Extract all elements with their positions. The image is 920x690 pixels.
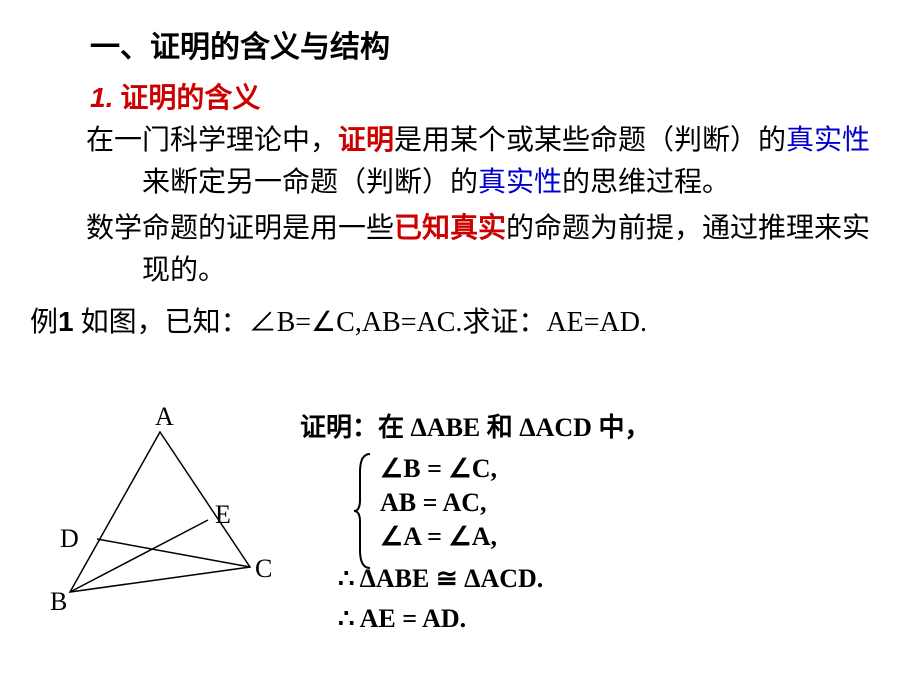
- therefore-2: ∴ AE = AD.: [338, 602, 650, 636]
- left-brace-icon: [352, 452, 376, 570]
- example-num: 1: [58, 306, 74, 337]
- diagram-svg: [30, 412, 290, 612]
- tri-acd: ΔACD: [519, 413, 592, 442]
- label-b: B: [50, 587, 67, 617]
- proof-and: 和: [480, 413, 519, 442]
- p1-blue2: 真实性: [478, 167, 562, 198]
- paragraph-2: 数学命题的证明是用一些已知真实的命题为前提，通过推理来实现的。: [30, 206, 890, 294]
- cond-3: ∠A = ∠A,: [380, 520, 650, 554]
- example-label: 例: [30, 307, 58, 338]
- p1-tail: 的思维过程。: [562, 167, 730, 198]
- label-e: E: [215, 500, 231, 530]
- cond-1: ∠B = ∠C,: [380, 452, 650, 486]
- proof-pre: 证明：在: [300, 413, 411, 442]
- example-body: 如图，已知：∠B=∠C,AB=AC.求证：AE=AD.: [74, 307, 647, 338]
- brace-conditions: ∠B = ∠C, AB = AC, ∠A = ∠A,: [360, 452, 650, 554]
- example-line: 例1 如图，已知：∠B=∠C,AB=AC.求证：AE=AD.: [30, 298, 890, 342]
- paragraph-1: 在一门科学理论中，证明是用某个或某些命题（判断）的真实性来断定另一命题（判断）的…: [30, 118, 890, 206]
- proof-post: 中，: [592, 413, 651, 442]
- label-c: C: [255, 554, 272, 584]
- section-title: 一、证明的含义与结构: [90, 20, 890, 68]
- sub-heading: 1. 证明的含义: [90, 74, 890, 118]
- triangle-diagram: A B C D E: [30, 412, 290, 612]
- p1-mid1: 是用某个或某些命题（判断）的: [394, 125, 786, 156]
- p1-mid2: 来断定另一命题（判断）的: [142, 167, 478, 198]
- sub-title: 证明的含义: [120, 83, 260, 114]
- p1-pre: 在一门科学理论中，: [86, 125, 338, 156]
- p1-key: 证明: [338, 125, 394, 156]
- tri-abe: ΔABE: [411, 413, 481, 442]
- proof-line-1: 证明：在 ΔABE 和 ΔACD 中，: [300, 405, 650, 446]
- proof-block: 证明：在 ΔABE 和 ΔACD 中， ∠B = ∠C, AB = AC, ∠A…: [300, 405, 650, 636]
- label-d: D: [60, 524, 79, 554]
- sub-num: 1.: [90, 82, 113, 113]
- p2-pre: 数学命题的证明是用一些: [86, 213, 394, 244]
- cond-2: AB = AC,: [380, 486, 650, 520]
- therefore-1: ∴ ΔABE ≅ ΔACD.: [338, 562, 650, 596]
- label-a: A: [155, 402, 174, 432]
- line-cd: [97, 539, 250, 567]
- p1-blue1: 真实性: [786, 125, 870, 156]
- p2-key: 已知真实: [394, 213, 506, 244]
